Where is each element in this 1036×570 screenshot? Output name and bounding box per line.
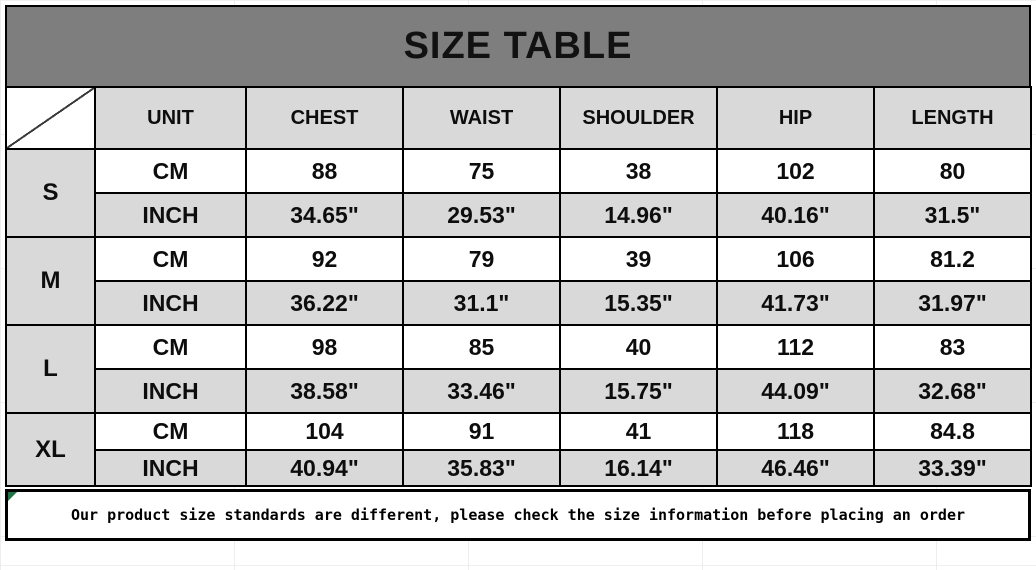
unit-cell: CM <box>94 148 247 194</box>
unit-cell: INCH <box>94 368 247 414</box>
cell-m-inch-waist: 31.1" <box>402 280 561 326</box>
cell-s-inch-shoulder: 14.96" <box>559 192 718 238</box>
size-label-s: S <box>5 148 96 238</box>
col-header-hip: HIP <box>716 86 875 150</box>
cell-m-inch-length: 31.97" <box>873 280 1032 326</box>
diagonal-corner-cell <box>5 86 96 150</box>
col-header-shoulder: SHOULDER <box>559 86 718 150</box>
table-row-l-inch: INCH 38.58" 33.46" 15.75" 44.09" 32.68" <box>6 368 1032 414</box>
unit-cell: CM <box>94 324 247 370</box>
table-row-s-cm: S CM 88 75 38 102 80 <box>5 148 1032 238</box>
cell-xl-cm-waist: 91 <box>402 412 561 451</box>
table-row-xl-cm: XL CM 104 91 41 118 84.8 <box>5 412 1032 487</box>
col-header-length: LENGTH <box>873 86 1032 150</box>
cell-xl-cm-shoulder: 41 <box>559 412 718 451</box>
cell-xl-inch-length: 33.39" <box>873 449 1032 487</box>
cell-xl-inch-waist: 35.83" <box>402 449 561 487</box>
cell-m-cm-hip: 106 <box>716 236 875 282</box>
cell-l-cm-chest: 98 <box>245 324 404 370</box>
table-row-m-cm: M CM 92 79 39 106 81.2 <box>5 236 1032 326</box>
cell-l-inch-shoulder: 15.75" <box>559 368 718 414</box>
cell-m-inch-shoulder: 15.35" <box>559 280 718 326</box>
cell-m-cm-length: 81.2 <box>873 236 1032 282</box>
cell-s-inch-waist: 29.53" <box>402 192 561 238</box>
cell-m-cm-chest: 92 <box>245 236 404 282</box>
cell-s-cm-chest: 88 <box>245 148 404 194</box>
size-chart: SIZE TABLE UNIT CHEST WAIST SHOULDER HIP… <box>5 5 1032 541</box>
cell-m-cm-waist: 79 <box>402 236 561 282</box>
cell-xl-inch-hip: 46.46" <box>716 449 875 487</box>
cell-s-inch-hip: 40.16" <box>716 192 875 238</box>
col-header-unit: UNIT <box>94 86 247 150</box>
corner-flag-icon <box>8 492 17 501</box>
cell-s-inch-chest: 34.65" <box>245 192 404 238</box>
unit-cell: CM <box>94 236 247 282</box>
page-title: SIZE TABLE <box>403 25 633 67</box>
cell-xl-inch-chest: 40.94" <box>245 449 404 487</box>
cell-m-inch-chest: 36.22" <box>245 280 404 326</box>
size-table: UNIT CHEST WAIST SHOULDER HIP LENGTH S C… <box>5 86 1032 487</box>
size-label-m: M <box>5 236 96 326</box>
unit-cell: INCH <box>94 192 247 238</box>
table-row-s-inch: INCH 34.65" 29.53" 14.96" 40.16" 31.5" <box>6 192 1032 238</box>
cell-l-cm-waist: 85 <box>402 324 561 370</box>
col-header-waist: WAIST <box>402 86 561 150</box>
table-row-m-inch: INCH 36.22" 31.1" 15.35" 41.73" 31.97" <box>6 280 1032 326</box>
size-label-l: L <box>5 324 96 414</box>
cell-l-inch-chest: 38.58" <box>245 368 404 414</box>
cell-l-cm-length: 83 <box>873 324 1032 370</box>
footer-note-text: Our product size standards are different… <box>70 506 966 524</box>
cell-xl-cm-length: 84.8 <box>873 412 1032 451</box>
cell-s-cm-length: 80 <box>873 148 1032 194</box>
cell-s-cm-shoulder: 38 <box>559 148 718 194</box>
footer-note-box: Our product size standards are different… <box>5 489 1031 541</box>
cell-xl-inch-shoulder: 16.14" <box>559 449 718 487</box>
cell-xl-cm-chest: 104 <box>245 412 404 451</box>
cell-l-cm-shoulder: 40 <box>559 324 718 370</box>
cell-s-inch-length: 31.5" <box>873 192 1032 238</box>
cell-xl-cm-hip: 118 <box>716 412 875 451</box>
table-row-l-cm: L CM 98 85 40 112 83 <box>5 324 1032 414</box>
unit-cell: INCH <box>94 280 247 326</box>
cell-l-inch-waist: 33.46" <box>402 368 561 414</box>
cell-l-cm-hip: 112 <box>716 324 875 370</box>
cell-s-cm-waist: 75 <box>402 148 561 194</box>
table-row-xl-inch: INCH 40.94" 35.83" 16.14" 46.46" 33.39" <box>6 449 1032 487</box>
unit-cell: INCH <box>94 449 247 487</box>
cell-l-inch-hip: 44.09" <box>716 368 875 414</box>
header-row: UNIT CHEST WAIST SHOULDER HIP LENGTH <box>5 86 1032 150</box>
cell-m-inch-hip: 41.73" <box>716 280 875 326</box>
cell-s-cm-hip: 102 <box>716 148 875 194</box>
title-banner: SIZE TABLE <box>5 5 1031 86</box>
cell-m-cm-shoulder: 39 <box>559 236 718 282</box>
col-header-chest: CHEST <box>245 86 404 150</box>
unit-cell: CM <box>94 412 247 451</box>
size-label-xl: XL <box>5 412 96 487</box>
cell-l-inch-length: 32.68" <box>873 368 1032 414</box>
